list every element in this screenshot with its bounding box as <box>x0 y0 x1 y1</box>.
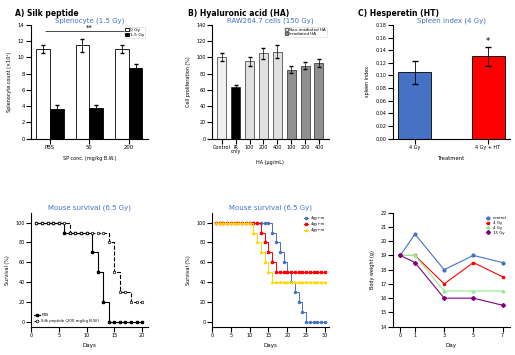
4 Gy <box>397 253 403 258</box>
Bar <box>89 108 103 139</box>
control <box>412 232 418 236</box>
X-axis label: HA (μg/mL): HA (μg/mL) <box>256 160 284 165</box>
4 Gy <box>412 253 418 258</box>
control <box>500 261 506 265</box>
15 Gy <box>470 296 476 300</box>
Line: 15 Gy: 15 Gy <box>399 254 504 307</box>
Legend: 0 Gy, 1.5 Gy: 0 Gy, 1.5 Gy <box>125 27 146 38</box>
Bar <box>398 72 431 139</box>
X-axis label: Days: Days <box>264 343 277 348</box>
Title: RAW264.7 cells (150 Gy): RAW264.7 cells (150 Gy) <box>227 17 314 23</box>
15 Gy <box>397 253 403 258</box>
Bar <box>472 56 505 139</box>
4 Gy <box>470 289 476 293</box>
Text: **: ** <box>86 24 93 31</box>
Title: Spleen index (4 Gy): Spleen index (4 Gy) <box>417 17 486 23</box>
Y-axis label: Survival (%): Survival (%) <box>186 255 191 285</box>
X-axis label: SP conc. (mg/kg B.W.): SP conc. (mg/kg B.W.) <box>62 155 116 160</box>
Y-axis label: Survival (%): Survival (%) <box>5 255 10 285</box>
4 Gy <box>412 253 418 258</box>
4 Gy <box>500 275 506 279</box>
4 Gy <box>397 253 403 258</box>
Bar <box>301 66 310 139</box>
Bar <box>129 68 143 139</box>
Bar <box>50 109 64 139</box>
X-axis label: Day: Day <box>446 343 457 348</box>
Bar <box>231 87 240 139</box>
Text: *: * <box>486 37 490 46</box>
15 Gy <box>500 303 506 307</box>
Bar <box>287 70 296 139</box>
Y-axis label: spleen index: spleen index <box>365 66 370 97</box>
Line: 4 Gy: 4 Gy <box>399 254 504 285</box>
4 Gy <box>500 289 506 293</box>
Bar <box>259 53 268 139</box>
Bar <box>36 49 50 139</box>
Legend: control, 4 Gy, 4 Gy, 15 Gy: control, 4 Gy, 4 Gy, 15 Gy <box>484 215 508 236</box>
Legend: PBS, Silk peptide (200 mg/kg B.W.): PBS, Silk peptide (200 mg/kg B.W.) <box>33 312 101 325</box>
Text: C) Hesperetin (HT): C) Hesperetin (HT) <box>358 9 439 18</box>
Line: control: control <box>399 233 504 271</box>
Text: B) Hyaluronic acid (HA): B) Hyaluronic acid (HA) <box>188 9 289 18</box>
Title: Splenocyte (1.5 Gy): Splenocyte (1.5 Gy) <box>55 17 124 23</box>
Y-axis label: Splenocyte count (×10⁶): Splenocyte count (×10⁶) <box>7 52 12 112</box>
Legend: 4gy+m, 4gy+m, 4gy+m: 4gy+m, 4gy+m, 4gy+m <box>302 215 327 234</box>
X-axis label: Treatment: Treatment <box>438 155 465 160</box>
Title: Mouse survival (6.5 Gy): Mouse survival (6.5 Gy) <box>229 205 312 212</box>
Bar <box>115 49 129 139</box>
Bar <box>273 52 282 139</box>
Title: Mouse survival (6.5 Gy): Mouse survival (6.5 Gy) <box>48 205 131 212</box>
15 Gy <box>412 261 418 265</box>
Bar <box>76 45 89 139</box>
Bar <box>315 63 323 139</box>
Y-axis label: Cell proliferation (%): Cell proliferation (%) <box>186 56 191 107</box>
control <box>441 268 447 272</box>
4 Gy <box>470 261 476 265</box>
Line: 4 Gy: 4 Gy <box>399 254 504 293</box>
Bar <box>217 58 226 139</box>
Y-axis label: Body weight (g): Body weight (g) <box>370 250 375 289</box>
control <box>470 253 476 258</box>
4 Gy <box>441 289 447 293</box>
Bar <box>245 61 254 139</box>
4 Gy <box>441 282 447 286</box>
Text: A) Silk peptide: A) Silk peptide <box>15 9 79 18</box>
15 Gy <box>441 296 447 300</box>
control <box>397 253 403 258</box>
X-axis label: Days: Days <box>82 343 96 348</box>
Legend: Non-irradiated HA, Irradiated HA: Non-irradiated HA, Irradiated HA <box>284 27 327 37</box>
